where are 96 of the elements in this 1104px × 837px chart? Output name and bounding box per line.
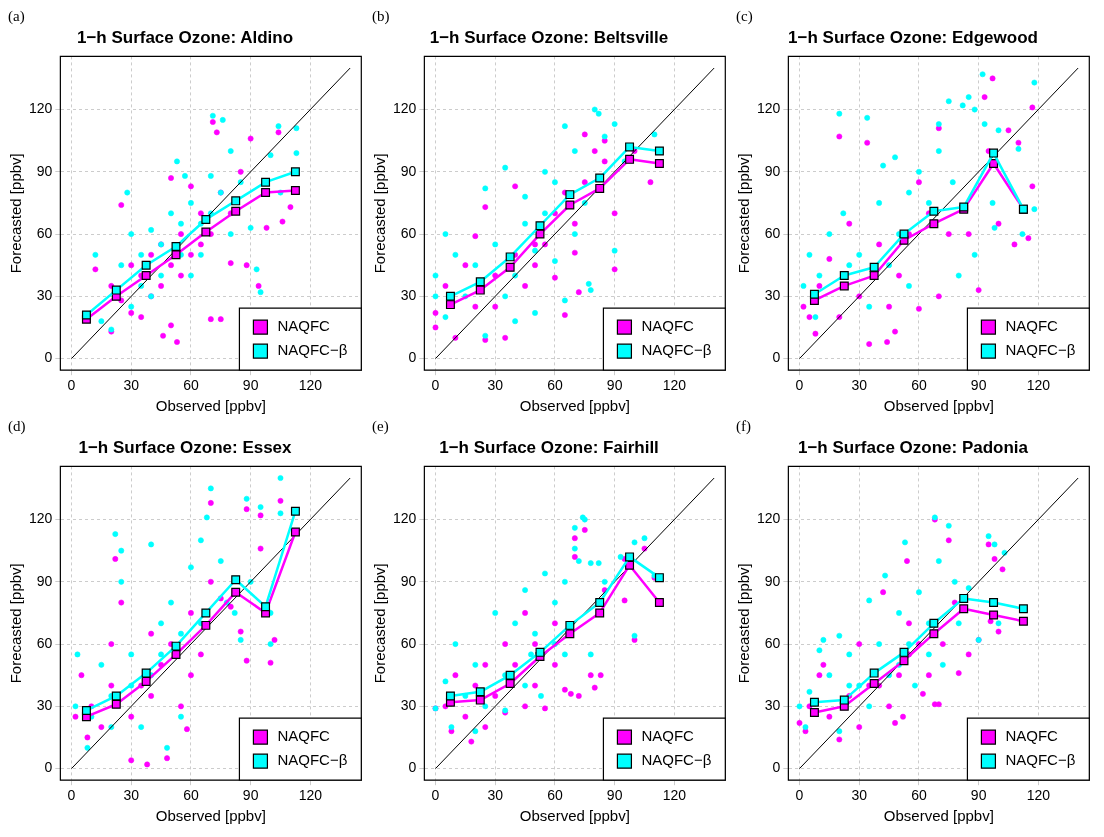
x-axis-title: Observed [ppbv] bbox=[155, 807, 266, 825]
x-tick-label: 30 bbox=[123, 787, 140, 804]
x-tick-label: 120 bbox=[1026, 377, 1051, 394]
y-tick-label: 60 bbox=[36, 634, 53, 651]
text: (a) bbox=[8, 8, 25, 24]
y-tick-label: 30 bbox=[400, 287, 417, 304]
y-axis-title: Forecasted [ppbv] bbox=[7, 153, 25, 274]
text: (d) bbox=[8, 418, 26, 434]
y-axis-title: Forecasted [ppbv] bbox=[7, 563, 25, 684]
x-tick-label: 60 bbox=[547, 377, 563, 394]
legend-label: NAQFC−β bbox=[641, 341, 712, 359]
x-tick-label: 120 bbox=[298, 377, 323, 394]
y-tick-label: 120 bbox=[29, 100, 53, 117]
y-tick-label: 0 bbox=[772, 349, 781, 366]
text: (f) bbox=[736, 418, 751, 434]
x-tick-label: 30 bbox=[487, 377, 504, 394]
x-tick-label: 90 bbox=[242, 787, 259, 804]
x-tick-label: 0 bbox=[431, 377, 440, 394]
y-tick-label: 0 bbox=[408, 759, 417, 776]
x-tick-label: 60 bbox=[911, 377, 927, 394]
x-axis-title: Observed [ppbv] bbox=[519, 807, 630, 825]
x-tick-label: 90 bbox=[970, 787, 987, 804]
x-axis-title: Observed [ppbv] bbox=[155, 397, 266, 415]
x-tick-label: 60 bbox=[183, 377, 199, 394]
x-tick-label: 60 bbox=[547, 787, 563, 804]
y-tick-label: 0 bbox=[44, 349, 53, 366]
y-tick-label: 60 bbox=[400, 224, 417, 241]
y-tick-label: 30 bbox=[764, 287, 781, 304]
legend-label: NAQFC−β bbox=[277, 751, 348, 769]
text: (b) bbox=[372, 8, 390, 24]
y-tick-label: 90 bbox=[400, 162, 417, 179]
x-tick-label: 90 bbox=[606, 787, 623, 804]
y-tick-label: 30 bbox=[764, 697, 781, 714]
x-axis-title: Observed [ppbv] bbox=[883, 397, 994, 415]
x-axis-title: Observed [ppbv] bbox=[519, 397, 630, 415]
legend-label: NAQFC bbox=[1005, 317, 1059, 335]
text: (e) bbox=[372, 418, 389, 434]
y-tick-label: 120 bbox=[757, 510, 781, 527]
y-axis-title: Forecasted [ppbv] bbox=[371, 563, 389, 684]
y-tick-label: 120 bbox=[393, 510, 417, 527]
text: (c) bbox=[736, 8, 753, 24]
y-axis-title: Forecasted [ppbv] bbox=[735, 153, 753, 274]
x-tick-label: 0 bbox=[795, 377, 804, 394]
x-tick-label: 120 bbox=[298, 787, 323, 804]
y-tick-label: 120 bbox=[29, 510, 53, 527]
legend-label: NAQFC bbox=[641, 317, 695, 335]
y-tick-label: 90 bbox=[36, 572, 53, 589]
legend-label: NAQFC−β bbox=[277, 341, 348, 359]
chart-title: 1−h Surface Ozone: Fairhill bbox=[439, 437, 659, 457]
legend-label: NAQFC bbox=[1005, 727, 1059, 745]
y-tick-label: 0 bbox=[408, 349, 417, 366]
x-tick-label: 90 bbox=[606, 377, 623, 394]
y-tick-label: 30 bbox=[400, 697, 417, 714]
y-axis-title: Forecasted [ppbv] bbox=[735, 563, 753, 684]
legend-label: NAQFC−β bbox=[641, 751, 712, 769]
y-tick-label: 60 bbox=[764, 224, 781, 241]
y-tick-label: 60 bbox=[764, 634, 781, 651]
legend-label: NAQFC−β bbox=[1005, 751, 1076, 769]
legend-label: NAQFC bbox=[277, 727, 331, 745]
x-tick-label: 60 bbox=[183, 787, 199, 804]
y-tick-label: 90 bbox=[764, 572, 781, 589]
x-tick-label: 60 bbox=[911, 787, 927, 804]
legend-label: NAQFC−β bbox=[1005, 341, 1076, 359]
y-tick-label: 60 bbox=[36, 224, 53, 241]
x-tick-label: 30 bbox=[851, 787, 868, 804]
y-tick-label: 30 bbox=[36, 697, 53, 714]
y-tick-label: 90 bbox=[36, 162, 53, 179]
legend-label: NAQFC bbox=[277, 317, 331, 335]
x-tick-label: 90 bbox=[970, 377, 987, 394]
x-tick-label: 120 bbox=[1026, 787, 1051, 804]
chart-title: 1−h Surface Ozone: Padonia bbox=[797, 437, 1029, 457]
x-tick-label: 0 bbox=[431, 787, 440, 804]
x-tick-label: 90 bbox=[242, 377, 259, 394]
x-tick-label: 120 bbox=[662, 787, 687, 804]
y-tick-label: 120 bbox=[393, 100, 417, 117]
x-axis-title: Observed [ppbv] bbox=[883, 807, 994, 825]
legend-label: NAQFC bbox=[641, 727, 695, 745]
x-tick-label: 0 bbox=[67, 377, 76, 394]
x-tick-label: 30 bbox=[487, 787, 504, 804]
x-tick-label: 0 bbox=[795, 787, 804, 804]
x-tick-label: 30 bbox=[851, 377, 868, 394]
y-tick-label: 120 bbox=[757, 100, 781, 117]
y-tick-label: 0 bbox=[44, 759, 53, 776]
chart-title: 1−h Surface Ozone: Edgewood bbox=[788, 27, 1038, 47]
y-tick-label: 60 bbox=[400, 634, 417, 651]
y-tick-label: 0 bbox=[772, 759, 781, 776]
y-axis-title: Forecasted [ppbv] bbox=[371, 153, 389, 274]
x-tick-label: 30 bbox=[123, 377, 140, 394]
chart-title: 1−h Surface Ozone: Aldino bbox=[76, 27, 294, 47]
chart-title: 1−h Surface Ozone: Essex bbox=[78, 437, 293, 457]
x-tick-label: 0 bbox=[67, 787, 76, 804]
y-tick-label: 90 bbox=[400, 572, 417, 589]
chart-title: 1−h Surface Ozone: Beltsville bbox=[429, 27, 669, 47]
x-tick-label: 120 bbox=[662, 377, 687, 394]
y-tick-label: 90 bbox=[764, 162, 781, 179]
y-tick-label: 30 bbox=[36, 287, 53, 304]
